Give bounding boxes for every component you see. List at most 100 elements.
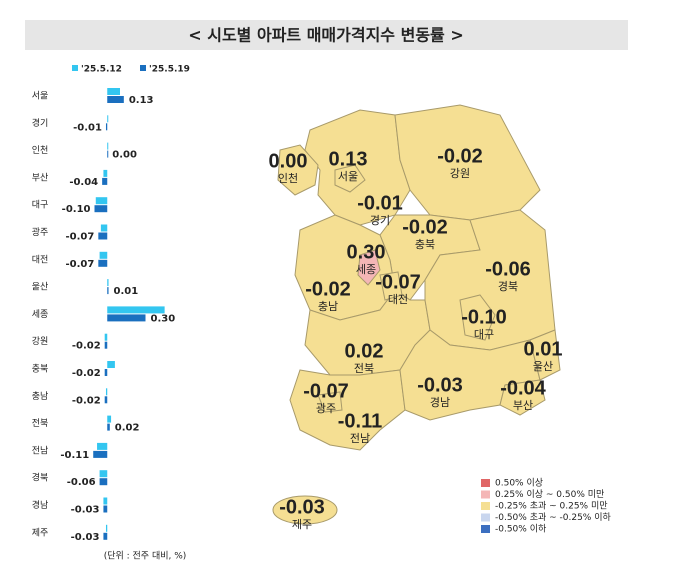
bar xyxy=(103,497,108,505)
bar xyxy=(98,259,108,267)
value-label: -0.02 xyxy=(72,341,101,352)
bar xyxy=(99,251,108,259)
bar xyxy=(105,388,108,396)
category-label: 강원 xyxy=(32,336,49,347)
category-label: 세종 xyxy=(32,309,49,320)
bar xyxy=(107,115,109,123)
map-legend-swatch xyxy=(481,525,490,533)
map-region xyxy=(294,214,396,321)
map-region-name: 대구 xyxy=(474,328,494,341)
map-region-name: 광주 xyxy=(316,402,336,415)
map-value: 0.30 xyxy=(347,241,386,263)
map-region-name: 전남 xyxy=(350,432,370,445)
map-region-name: 전북 xyxy=(354,362,374,375)
map-value: -0.06 xyxy=(485,258,531,280)
map-value: 0.02 xyxy=(345,340,384,362)
bar xyxy=(100,224,108,232)
map-region-name: 충남 xyxy=(318,300,338,313)
map-region xyxy=(277,144,319,196)
bar xyxy=(105,524,108,532)
category-label: 경북 xyxy=(32,472,49,484)
value-label: -0.06 xyxy=(67,477,96,488)
map-value: -0.02 xyxy=(402,216,448,238)
bar xyxy=(99,470,108,478)
bar xyxy=(107,96,124,103)
bar xyxy=(102,177,108,185)
category-label: 충북 xyxy=(32,364,49,375)
map-region-name: 대전 xyxy=(388,293,408,306)
map-value: 0.13 xyxy=(329,148,368,170)
bar xyxy=(97,442,108,450)
map-value: -0.02 xyxy=(305,278,351,300)
category-label: 대전 xyxy=(32,254,49,265)
bar xyxy=(104,341,108,349)
map-region-name: 경남 xyxy=(430,396,450,409)
title-banner xyxy=(25,20,628,50)
category-label: 전북 xyxy=(32,418,49,429)
value-label: 0.13 xyxy=(129,95,154,106)
bar xyxy=(107,306,165,314)
map-legend-label: 0.50% 이상 xyxy=(495,478,543,489)
value-label: 0.00 xyxy=(112,150,137,161)
bar xyxy=(107,314,146,322)
category-label: 전남 xyxy=(32,445,49,456)
bar xyxy=(95,197,108,205)
bar xyxy=(107,415,112,423)
map-legend-swatch xyxy=(481,490,490,499)
map-region xyxy=(379,271,403,301)
map-region-name: 충북 xyxy=(415,238,435,251)
legend-swatch xyxy=(140,65,146,71)
value-label: 0.02 xyxy=(115,423,140,434)
bar xyxy=(104,396,108,404)
map-legend-label: -0.25% 초과 ~ 0.25% 미만 xyxy=(495,501,608,512)
map-value: -0.07 xyxy=(303,380,349,402)
category-label: 제주 xyxy=(32,527,49,538)
map-region-name: 부산 xyxy=(513,399,533,412)
map-region xyxy=(334,164,366,193)
map-region-name: 인천 xyxy=(278,171,298,185)
value-label: 0.01 xyxy=(114,286,139,297)
value-label: -0.03 xyxy=(71,532,100,543)
map-region xyxy=(289,369,406,451)
bar xyxy=(105,123,108,131)
bar xyxy=(93,450,108,458)
bar xyxy=(94,205,108,213)
map-region-name: 경기 xyxy=(370,214,390,227)
bar xyxy=(107,150,109,158)
unit-note: (단위 : 전주 대비, %) xyxy=(104,551,187,562)
legend-swatch xyxy=(72,65,78,71)
value-label: 0.30 xyxy=(151,313,176,324)
map-region-name: 강원 xyxy=(450,167,470,180)
map-region-name: 울산 xyxy=(533,360,553,373)
bar xyxy=(107,279,109,287)
legend-label: '25.5.12 xyxy=(81,65,122,75)
category-label: 경남 xyxy=(32,499,49,511)
map-legend-label: -0.50% 이하 xyxy=(495,524,547,535)
map-region-name: 세종 xyxy=(356,263,376,276)
value-label: -0.02 xyxy=(72,395,101,406)
map-legend-label: 0.25% 이상 ~ 0.50% 미만 xyxy=(495,489,604,500)
bar xyxy=(107,142,109,150)
bar xyxy=(107,361,115,368)
value-label: -0.01 xyxy=(73,122,102,133)
value-label: -0.10 xyxy=(62,204,91,215)
map-value: 0.00 xyxy=(269,150,308,172)
map-value: -0.04 xyxy=(500,377,546,399)
bar xyxy=(103,169,108,177)
map-legend-swatch xyxy=(481,513,490,522)
category-label: 광주 xyxy=(32,226,49,238)
map-region xyxy=(357,249,381,286)
map-value: -0.10 xyxy=(461,306,507,328)
category-label: 울산 xyxy=(32,282,49,293)
bar xyxy=(99,478,108,486)
map-value: -0.01 xyxy=(357,192,403,214)
chart-title: < 시도별 아파트 매매가격지수 변동률 > xyxy=(188,26,463,45)
value-label: -0.04 xyxy=(69,177,98,188)
map-region xyxy=(272,495,338,525)
map-legend-swatch xyxy=(481,479,490,487)
category-label: 인천 xyxy=(32,145,49,156)
map-region xyxy=(499,379,546,416)
value-label: -0.07 xyxy=(65,259,94,270)
map-value: -0.02 xyxy=(437,145,483,167)
